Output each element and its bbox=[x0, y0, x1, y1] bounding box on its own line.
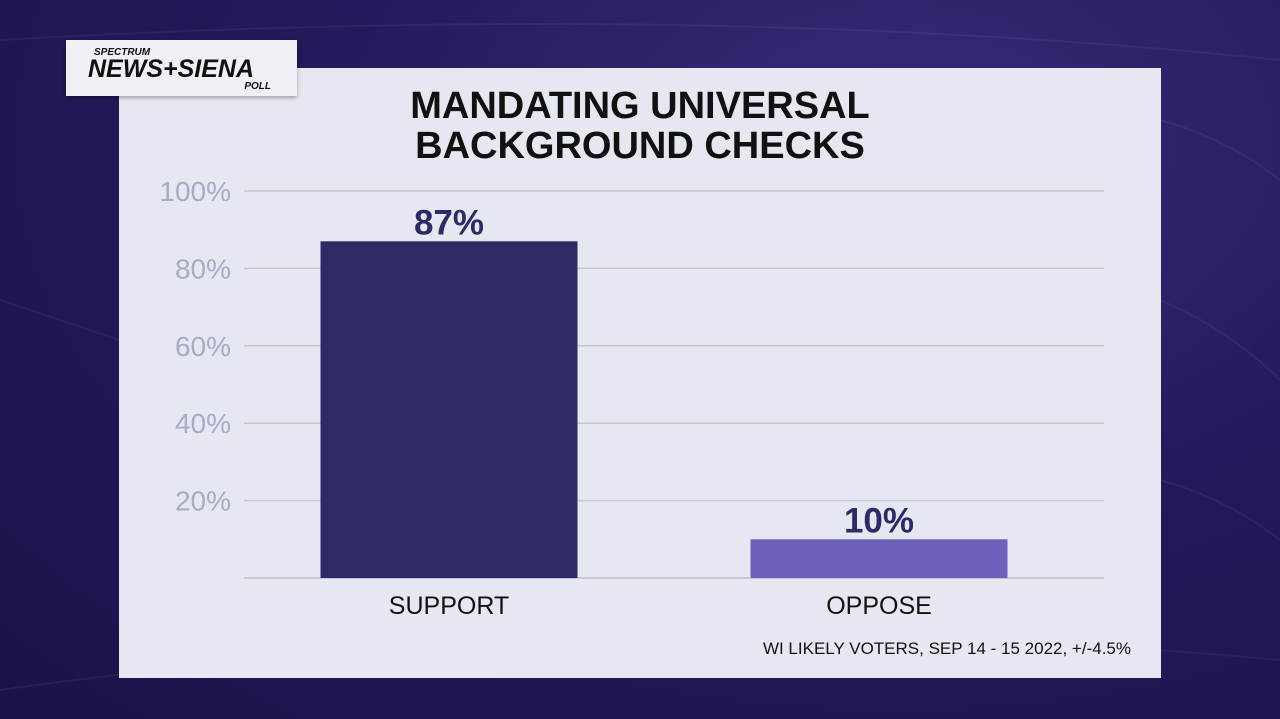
bar-oppose bbox=[750, 539, 1008, 578]
logo-sub-text: POLL bbox=[244, 81, 271, 92]
chart-panel: MANDATING UNIVERSAL BACKGROUND CHECKS 20… bbox=[119, 68, 1161, 678]
chart-title-line-2: BACKGROUND CHECKS bbox=[415, 125, 865, 167]
category-label-support: SUPPORT bbox=[389, 592, 509, 620]
y-axis-ticks: 20% 40% 60% 80% 100% bbox=[159, 176, 231, 517]
logo-top-text: SPECTRUM bbox=[94, 47, 151, 58]
value-label-oppose: 10% bbox=[844, 501, 914, 540]
y-tick-label: 20% bbox=[175, 486, 231, 517]
logo-main-text: NEWS+SIENA bbox=[88, 55, 254, 83]
value-label-support: 87% bbox=[414, 203, 484, 242]
bars: 87% SUPPORT 10% OPPOSE bbox=[320, 203, 1008, 620]
category-label-oppose: OPPOSE bbox=[826, 592, 932, 620]
y-tick-label: 60% bbox=[175, 331, 231, 362]
source-note: WI LIKELY VOTERS, SEP 14 - 15 2022, +/-4… bbox=[763, 639, 1131, 658]
spectrum-news-siena-poll-logo: SPECTRUM NEWS+SIENA POLL bbox=[66, 40, 297, 96]
y-tick-label: 40% bbox=[175, 408, 231, 439]
bar-support bbox=[320, 241, 578, 578]
y-tick-label: 80% bbox=[175, 253, 231, 284]
y-tick-label: 100% bbox=[159, 176, 231, 207]
chart-title-line-1: MANDATING UNIVERSAL bbox=[410, 85, 870, 127]
bar-chart: MANDATING UNIVERSAL BACKGROUND CHECKS 20… bbox=[159, 85, 1131, 658]
